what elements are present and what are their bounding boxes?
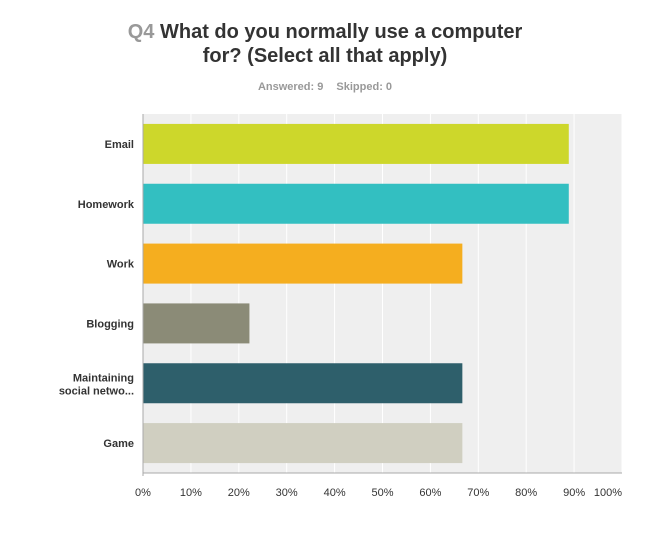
x-tick-label: 90%: [563, 487, 585, 499]
x-tick-label: 0%: [135, 487, 151, 499]
response-stats: Answered: 9 Skipped: 0: [0, 81, 650, 93]
bar: [143, 183, 569, 224]
x-tick-label: 60%: [419, 487, 441, 499]
x-tick-label: 10%: [180, 487, 202, 499]
category-label-line: Email: [105, 139, 134, 151]
category-label: Work: [107, 259, 135, 271]
bar: [143, 423, 463, 464]
category-label-line: Homework: [78, 199, 135, 211]
x-tick-label: 100%: [594, 487, 622, 499]
x-tick-label: 40%: [324, 487, 346, 499]
bar: [143, 243, 463, 284]
category-label: Maintaining social netwo...: [59, 372, 134, 397]
category-label-line: Maintaining: [73, 372, 134, 384]
category-label: Email: [105, 139, 134, 151]
category-label-line: social netwo...: [59, 385, 134, 397]
x-tick-label: 30%: [276, 487, 298, 499]
title-line-2: for? (Select all that apply): [202, 45, 448, 67]
category-label: Game: [103, 438, 134, 450]
category-label: Homework: [78, 199, 135, 211]
chart-title: Q4 What do you normally use a computer f…: [0, 20, 650, 68]
question-number: Q4: [127, 21, 155, 43]
bar: [143, 303, 250, 344]
category-label-line: Work: [107, 259, 135, 271]
answered-count: Answered: 9: [257, 81, 324, 93]
x-tick-label: 50%: [371, 487, 393, 499]
category-label-line: Game: [103, 438, 134, 450]
bar: [143, 123, 569, 164]
title-line-1: Q4 What do you normally use a computer: [0, 20, 650, 44]
category-label: Blogging: [86, 318, 134, 330]
x-tick-label: 80%: [515, 487, 537, 499]
title-text-1: What do you normally use a computer: [159, 21, 523, 43]
x-tick-label: 70%: [467, 487, 489, 499]
category-label-line: Blogging: [86, 318, 134, 330]
bar: [143, 363, 463, 404]
x-tick-label: 20%: [228, 487, 250, 499]
skipped-count: Skipped: 0: [336, 81, 393, 93]
